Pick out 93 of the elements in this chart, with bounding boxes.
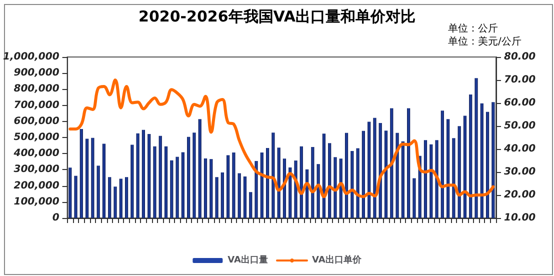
y2-tick-label: 80.00 xyxy=(504,52,536,62)
bar xyxy=(424,140,428,218)
bar xyxy=(322,134,326,218)
bar xyxy=(350,151,354,218)
y-tick-label: 1,000,000 xyxy=(2,52,60,62)
bar xyxy=(238,173,241,218)
bar xyxy=(458,126,461,218)
y-tick-label: 900,000 xyxy=(14,68,60,79)
bar xyxy=(396,132,399,218)
bar xyxy=(124,177,128,218)
bar xyxy=(356,148,360,218)
bar xyxy=(486,112,490,218)
bar xyxy=(480,103,484,218)
bar xyxy=(142,130,146,218)
bar xyxy=(136,133,140,218)
bar xyxy=(102,144,106,218)
bar xyxy=(440,110,444,218)
bar xyxy=(192,132,196,218)
bar xyxy=(412,178,416,218)
bar xyxy=(463,116,467,218)
bar xyxy=(430,144,433,218)
bar xyxy=(187,136,190,218)
bar xyxy=(249,192,252,218)
text: 单位：公斤 xyxy=(448,22,498,34)
y-tick-label: 300,000 xyxy=(14,164,60,176)
bar xyxy=(215,177,218,218)
bar xyxy=(362,130,365,218)
y-tick-label: 700,000 xyxy=(14,100,60,111)
bar xyxy=(204,158,208,218)
bar xyxy=(407,108,410,218)
bar xyxy=(210,159,213,218)
y-tick-label: 400,000 xyxy=(12,148,60,160)
legend-label: VA出口量 xyxy=(228,254,268,266)
bar xyxy=(243,176,247,218)
bar xyxy=(232,152,236,218)
bar xyxy=(254,161,258,218)
bar xyxy=(74,176,78,218)
bar xyxy=(469,94,472,218)
bar xyxy=(148,134,151,218)
bar xyxy=(91,138,94,218)
bar xyxy=(96,166,100,218)
bar xyxy=(401,141,404,218)
bar xyxy=(334,157,337,218)
bar xyxy=(390,108,394,218)
bar xyxy=(226,155,230,218)
line-series xyxy=(68,78,495,198)
y-tick-label: 600,000 xyxy=(14,116,60,127)
bar xyxy=(220,172,224,218)
bar xyxy=(266,148,270,218)
bar xyxy=(368,122,371,218)
y2-tick-label: 70.00 xyxy=(504,74,536,86)
y2-tick-label: 50.00 xyxy=(504,120,536,132)
bar xyxy=(435,140,438,218)
bar xyxy=(85,138,89,218)
bar xyxy=(114,186,117,218)
bar xyxy=(153,146,156,218)
y2-tick-label: 40.00 xyxy=(503,144,536,154)
bar xyxy=(373,118,376,218)
y2-tick-label: 30.00 xyxy=(504,166,536,178)
bar xyxy=(328,143,332,218)
bar xyxy=(119,178,122,218)
bar xyxy=(170,160,174,218)
bar xyxy=(452,138,456,218)
bar xyxy=(344,132,348,218)
chart-title: 2020-2026年我国VA出口量和单价对比 xyxy=(138,8,416,26)
legend-label: VA出口单价 xyxy=(312,254,362,266)
bar xyxy=(272,132,275,218)
bar xyxy=(277,148,280,218)
text: 单位：美元/公斤 xyxy=(448,36,522,48)
y-tick-label: 0 xyxy=(52,212,60,224)
bar xyxy=(176,156,179,218)
y2-tick-label: 10.00 xyxy=(504,212,536,224)
bar xyxy=(474,78,478,218)
bar xyxy=(300,146,303,218)
y-tick-label: 200,000 xyxy=(14,180,60,192)
bar xyxy=(164,146,168,218)
bar xyxy=(384,130,388,218)
y2-tick-label: 60.00 xyxy=(504,98,536,108)
y-tick-label: 100,000 xyxy=(14,196,60,208)
bar xyxy=(68,168,72,218)
y-tick-label: 800,000 xyxy=(14,84,60,95)
bar xyxy=(260,152,264,218)
bar xyxy=(130,144,134,218)
bar xyxy=(158,136,162,218)
bar xyxy=(446,119,450,218)
y2-tick-label: 20.00 xyxy=(504,190,536,200)
y-tick-label: 500,000 xyxy=(14,132,60,143)
bar xyxy=(311,147,314,218)
bar xyxy=(181,152,184,218)
bar xyxy=(108,177,112,218)
bar xyxy=(198,119,202,218)
bar xyxy=(492,102,495,218)
bar xyxy=(80,128,83,218)
